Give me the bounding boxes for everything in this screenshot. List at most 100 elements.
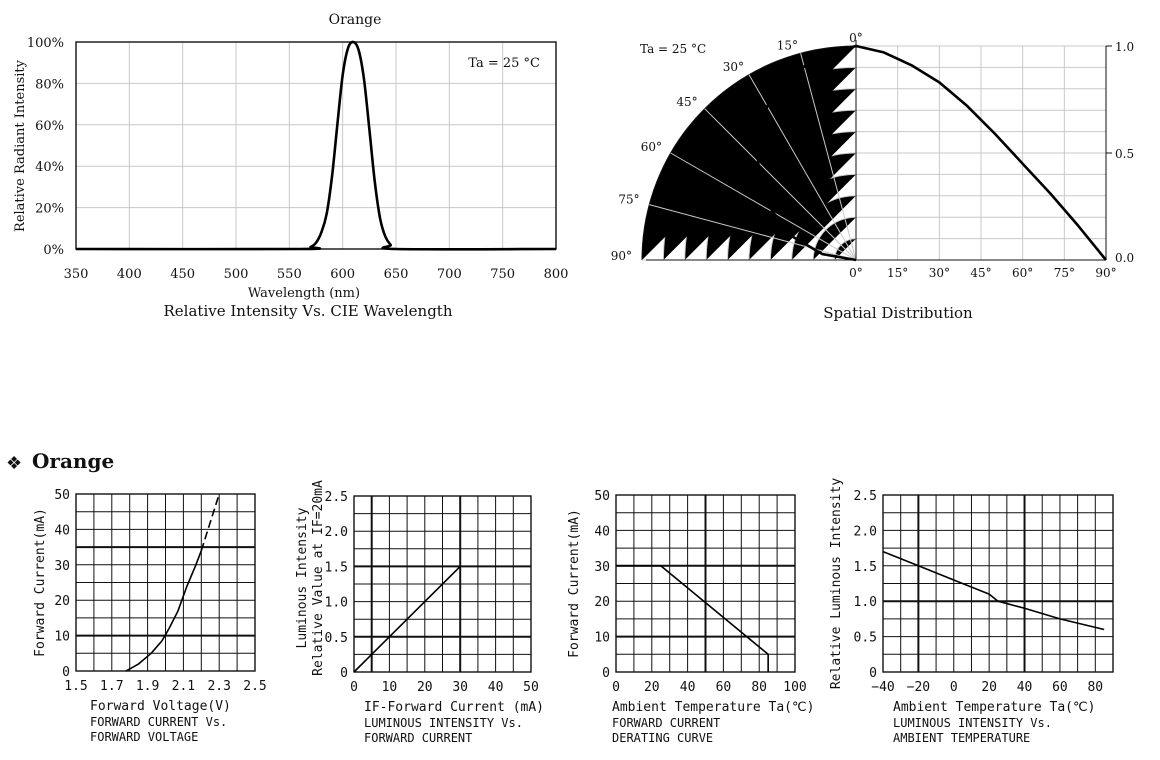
y-tick-label: 10 [54,630,70,645]
polar-radial [800,53,857,261]
y-tick-label: 50 [54,488,70,503]
x-tick-label: 10 [382,680,398,695]
x-axis-label: Ambient Temperature Ta(℃) [893,700,1095,715]
x-tick-label: 15° [887,266,908,280]
x-tick-label: 650 [384,267,409,282]
y-axis-label: Luminous Intensity [295,507,310,648]
chart-caption: FORWARD VOLTAGE [90,730,198,744]
x-tick-label: 40 [680,680,696,695]
series-line [616,565,769,672]
x-tick-label: 80 [1087,680,1103,695]
polar-curve [755,44,857,262]
angle-label: 45° [676,95,697,109]
chart-lum-temp: −40 −20 0 20 40 60 80 0 0.5 1.0 1.5 2.0 2.5 Ambient T… [829,478,1114,745]
y-axis-label: Relative Radiant Intensity [13,59,28,232]
polar-radial [704,108,857,261]
y-tick-label: 2.0 [854,524,877,539]
chart-caption: AMBIENT TEMPERATURE [893,731,1030,745]
x-tick-label: 1.5 [64,679,87,694]
x-tick-label: 100 [783,680,806,695]
y-tick-label: 2.5 [325,490,348,505]
x-tick-label: 60 [1052,680,1068,695]
x-tick-label: 400 [117,267,142,282]
series-line [125,550,203,672]
y-tick-label: 1.5 [325,560,348,575]
x-tick-label: 20 [417,680,433,695]
series-line [353,565,461,673]
y-tick-label: 20 [54,594,70,609]
plot-frame [882,494,1114,673]
x-tick-label: 45° [970,266,991,280]
x-tick-label: 30 [452,680,468,695]
y-tick-label: 0.5 [325,631,348,646]
x-tick-label: 500 [224,267,249,282]
x-tick-label: 30° [929,266,950,280]
chart-title: Spatial Distribution [823,304,973,322]
chart-subtitle: Relative Intensity Vs. CIE Wavelength [164,302,453,320]
x-tick-label: 0 [612,680,620,695]
x-tick-label: 40 [488,680,504,695]
angle-label: 90° [611,249,632,263]
x-tick-label: −40 [871,680,894,695]
chart-spectrum: 350 400 450 500 550 600 650 700 750 800 0% 20% 40% 60… [13,12,568,320]
x-tick-label: 80 [751,680,767,695]
y-axis-label: Relative Value at IF=20mA [311,480,326,676]
x-tick-label: 0 [950,680,958,695]
x-tick-label: 90° [1095,266,1116,280]
y-tick-label: 80% [35,77,64,92]
temperature-annotation: Ta = 25 °C [640,42,706,56]
x-tick-label: 1.7 [100,679,123,694]
y-tick-label: 0 [340,666,348,681]
x-tick-label: 750 [490,267,515,282]
y-axis-label: Relative Luminous Intensity [829,478,844,689]
plot-frame [75,493,256,672]
x-tick-label: −20 [907,680,930,695]
chart-caption: DERATING CURVE [612,731,713,745]
chart-lum-current: 0 10 20 30 40 50 0 0.5 1.0 1.5 2.0 2.5 IF-Forward Cu… [295,480,544,745]
y-tick-label: 40 [594,524,610,539]
chart-caption: LUMINOUS INTENSITY Vs. [364,716,523,730]
x-tick-label: 0 [350,680,358,695]
cartesian-curve [855,44,1108,261]
y-tick-label: 0% [43,243,64,258]
y-tick-label: 0 [62,665,70,680]
y-tick-label: 1.0 [325,596,348,611]
x-tick-label: 20 [981,680,997,695]
x-tick-label: 40 [1017,680,1033,695]
x-tick-label: 600 [330,267,355,282]
section-title: Orange [32,449,114,473]
chart-caption: FORWARD CURRENT [612,716,720,730]
y-tick-label: 2.0 [325,525,348,540]
x-axis-label: Ambient Temperature Ta(℃) [612,700,814,715]
y-axis-label: Forward Current(mA) [33,508,48,657]
y-tick-label: 1.5 [854,560,877,575]
y-tick-label: 50 [594,489,610,504]
x-tick-label: 450 [170,267,195,282]
y-tick-label: 40 [54,523,70,538]
chart-caption: FORWARD CURRENT Vs. [90,715,227,729]
section-bullet: ❖ [6,453,22,474]
right-tick-label: 0.5 [1115,147,1134,161]
chart-derating: 0 20 40 60 80 100 0 10 20 30 40 50 Ambient Temperatu… [567,489,814,745]
x-tick-label: 0° [849,266,863,280]
y-tick-label: 40% [35,160,64,175]
x-tick-label: 20 [644,680,660,695]
x-tick-label: 75° [1054,266,1075,280]
x-tick-label: 60 [716,680,732,695]
x-axis-label: Wavelength (nm) [248,286,360,301]
chart-caption: LUMINOUS INTENSITY Vs. [893,716,1052,730]
y-tick-label: 2.5 [854,489,877,504]
spectrum-curve [75,40,557,251]
temperature-annotation: Ta = 25 °C [468,56,540,71]
x-tick-label: 550 [277,267,302,282]
polar-radial [649,204,857,261]
x-tick-label: 700 [437,267,462,282]
y-tick-label: 10 [594,631,610,646]
chart-iv: 1.5 1.7 1.9 2.1 2.3 2.5 0 10 20 30 40 50 Forward Vol… [33,488,267,744]
x-tick-label: 350 [64,267,89,282]
angle-label: 75° [618,193,639,207]
x-tick-label: 50 [523,680,539,695]
polar-radial [670,152,857,261]
right-tick-label: 1.0 [1115,40,1134,54]
